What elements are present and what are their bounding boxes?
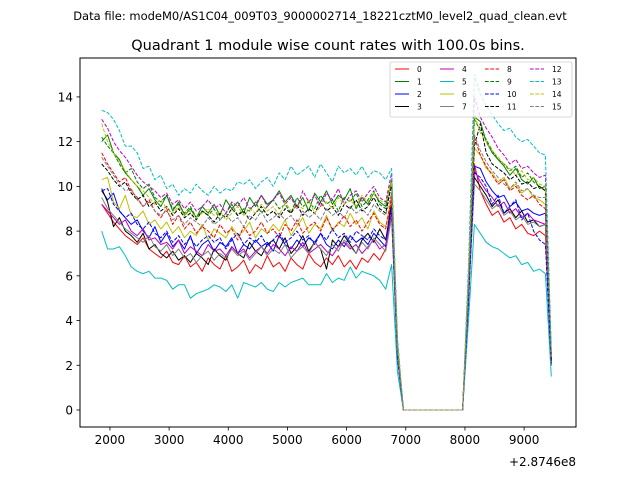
legend-label-8: 8 <box>507 65 512 74</box>
x-tick-label: 9000 <box>509 433 540 447</box>
series-line-5 <box>101 223 552 411</box>
series-line-7 <box>101 183 552 411</box>
x-tick-label: 2000 <box>95 433 126 447</box>
y-tick-label: 4 <box>65 314 73 328</box>
x-tick-label: 3000 <box>154 433 185 447</box>
legend-label-11: 11 <box>507 102 517 111</box>
y-tick-label: 12 <box>58 135 73 149</box>
legend-label-10: 10 <box>507 90 517 99</box>
series-line-14 <box>101 114 552 411</box>
x-tick-label: 5000 <box>272 433 303 447</box>
y-axis: 0 2 4 6 8 10 12 14 <box>58 90 80 418</box>
y-tick-label: 10 <box>58 180 73 194</box>
series-line-11 <box>101 123 552 411</box>
series-line-1 <box>101 116 552 411</box>
y-tick-label: 14 <box>58 90 73 104</box>
y-tick-label: 0 <box>65 404 73 418</box>
legend-label-9: 9 <box>507 77 512 86</box>
legend-label-0: 0 <box>417 65 422 74</box>
legend-label-1: 1 <box>417 77 422 86</box>
series-line-0 <box>101 163 552 411</box>
x-tick-label: 6000 <box>331 433 362 447</box>
series-line-15 <box>101 134 552 411</box>
series-line-3 <box>101 176 552 411</box>
legend-label-15: 15 <box>552 102 562 111</box>
x-tick-label: 8000 <box>450 433 481 447</box>
x-tick-label: 7000 <box>391 433 422 447</box>
legend-label-13: 13 <box>552 77 562 86</box>
legend-label-14: 14 <box>552 90 562 99</box>
y-tick-label: 2 <box>65 359 73 373</box>
legend-label-5: 5 <box>462 77 467 86</box>
y-tick-label: 6 <box>65 269 73 283</box>
x-tick-label: 4000 <box>213 433 244 447</box>
legend-label-4: 4 <box>462 65 467 74</box>
series-line-6 <box>101 147 552 411</box>
legend-label-12: 12 <box>552 65 562 74</box>
axes-frame <box>79 57 577 428</box>
x-axis: 2000 3000 4000 5000 6000 7000 8000 9000 <box>95 427 540 447</box>
chart-title: Quadrant 1 module wise count rates with … <box>131 38 525 54</box>
legend-label-3: 3 <box>417 102 422 111</box>
legend-label-6: 6 <box>462 90 467 99</box>
legend-label-2: 2 <box>417 90 422 99</box>
series-line-10 <box>101 172 552 411</box>
y-tick-label: 8 <box>65 225 73 239</box>
x-offset-label: +2.8746e8 <box>509 455 576 469</box>
series-line-8 <box>101 136 552 411</box>
suptitle: Data file: modeM0/AS1C04_009T03_90000027… <box>73 9 567 23</box>
legend-box <box>389 61 573 118</box>
legend-label-7: 7 <box>462 102 467 111</box>
